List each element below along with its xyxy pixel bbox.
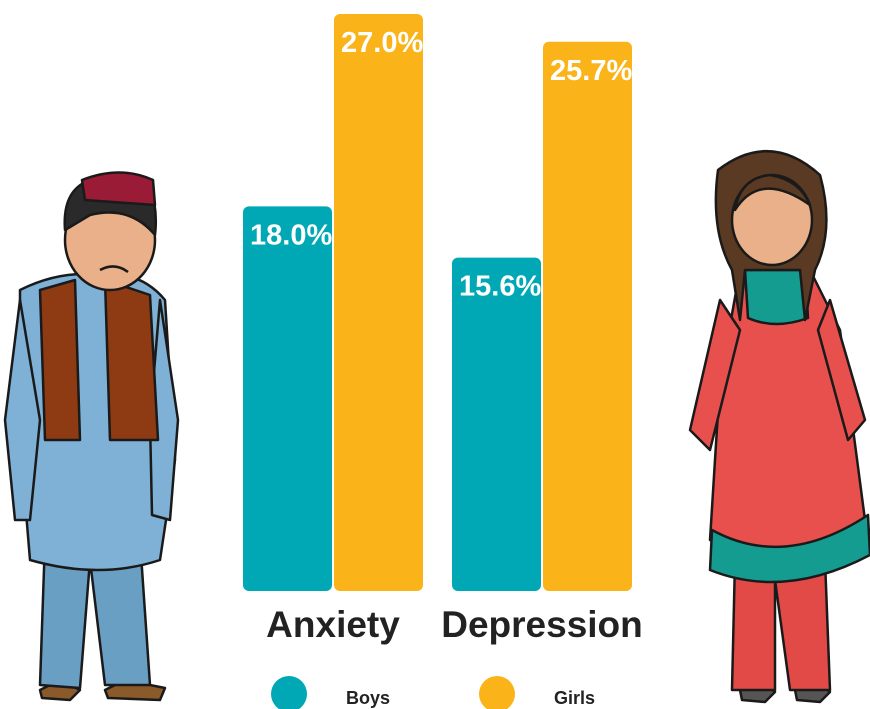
boy-illustration — [5, 173, 178, 701]
legend-label: Girls — [554, 688, 595, 708]
category-label: Anxiety — [266, 604, 400, 645]
value-label: 27.0% — [341, 27, 423, 59]
category-label: Depression — [441, 604, 643, 645]
value-label: 25.7% — [550, 55, 632, 87]
plot: 18.0% 27.0% Anxiety 15.6% 25.7% Depression — [243, 14, 643, 645]
bar — [243, 206, 332, 591]
bar — [334, 14, 423, 591]
bar — [543, 42, 632, 591]
legend-label: Boys — [346, 688, 390, 708]
value-label: 18.0% — [250, 219, 332, 251]
value-label: 15.6% — [459, 271, 541, 303]
legend-swatch — [479, 676, 515, 709]
legend-swatch — [271, 676, 307, 709]
girl-illustration — [690, 151, 870, 702]
legend: Boys Girls — [271, 676, 595, 709]
bar — [452, 258, 541, 591]
chart: 18.0% 27.0% Anxiety 15.6% 25.7% Depression Bo… — [0, 0, 870, 709]
